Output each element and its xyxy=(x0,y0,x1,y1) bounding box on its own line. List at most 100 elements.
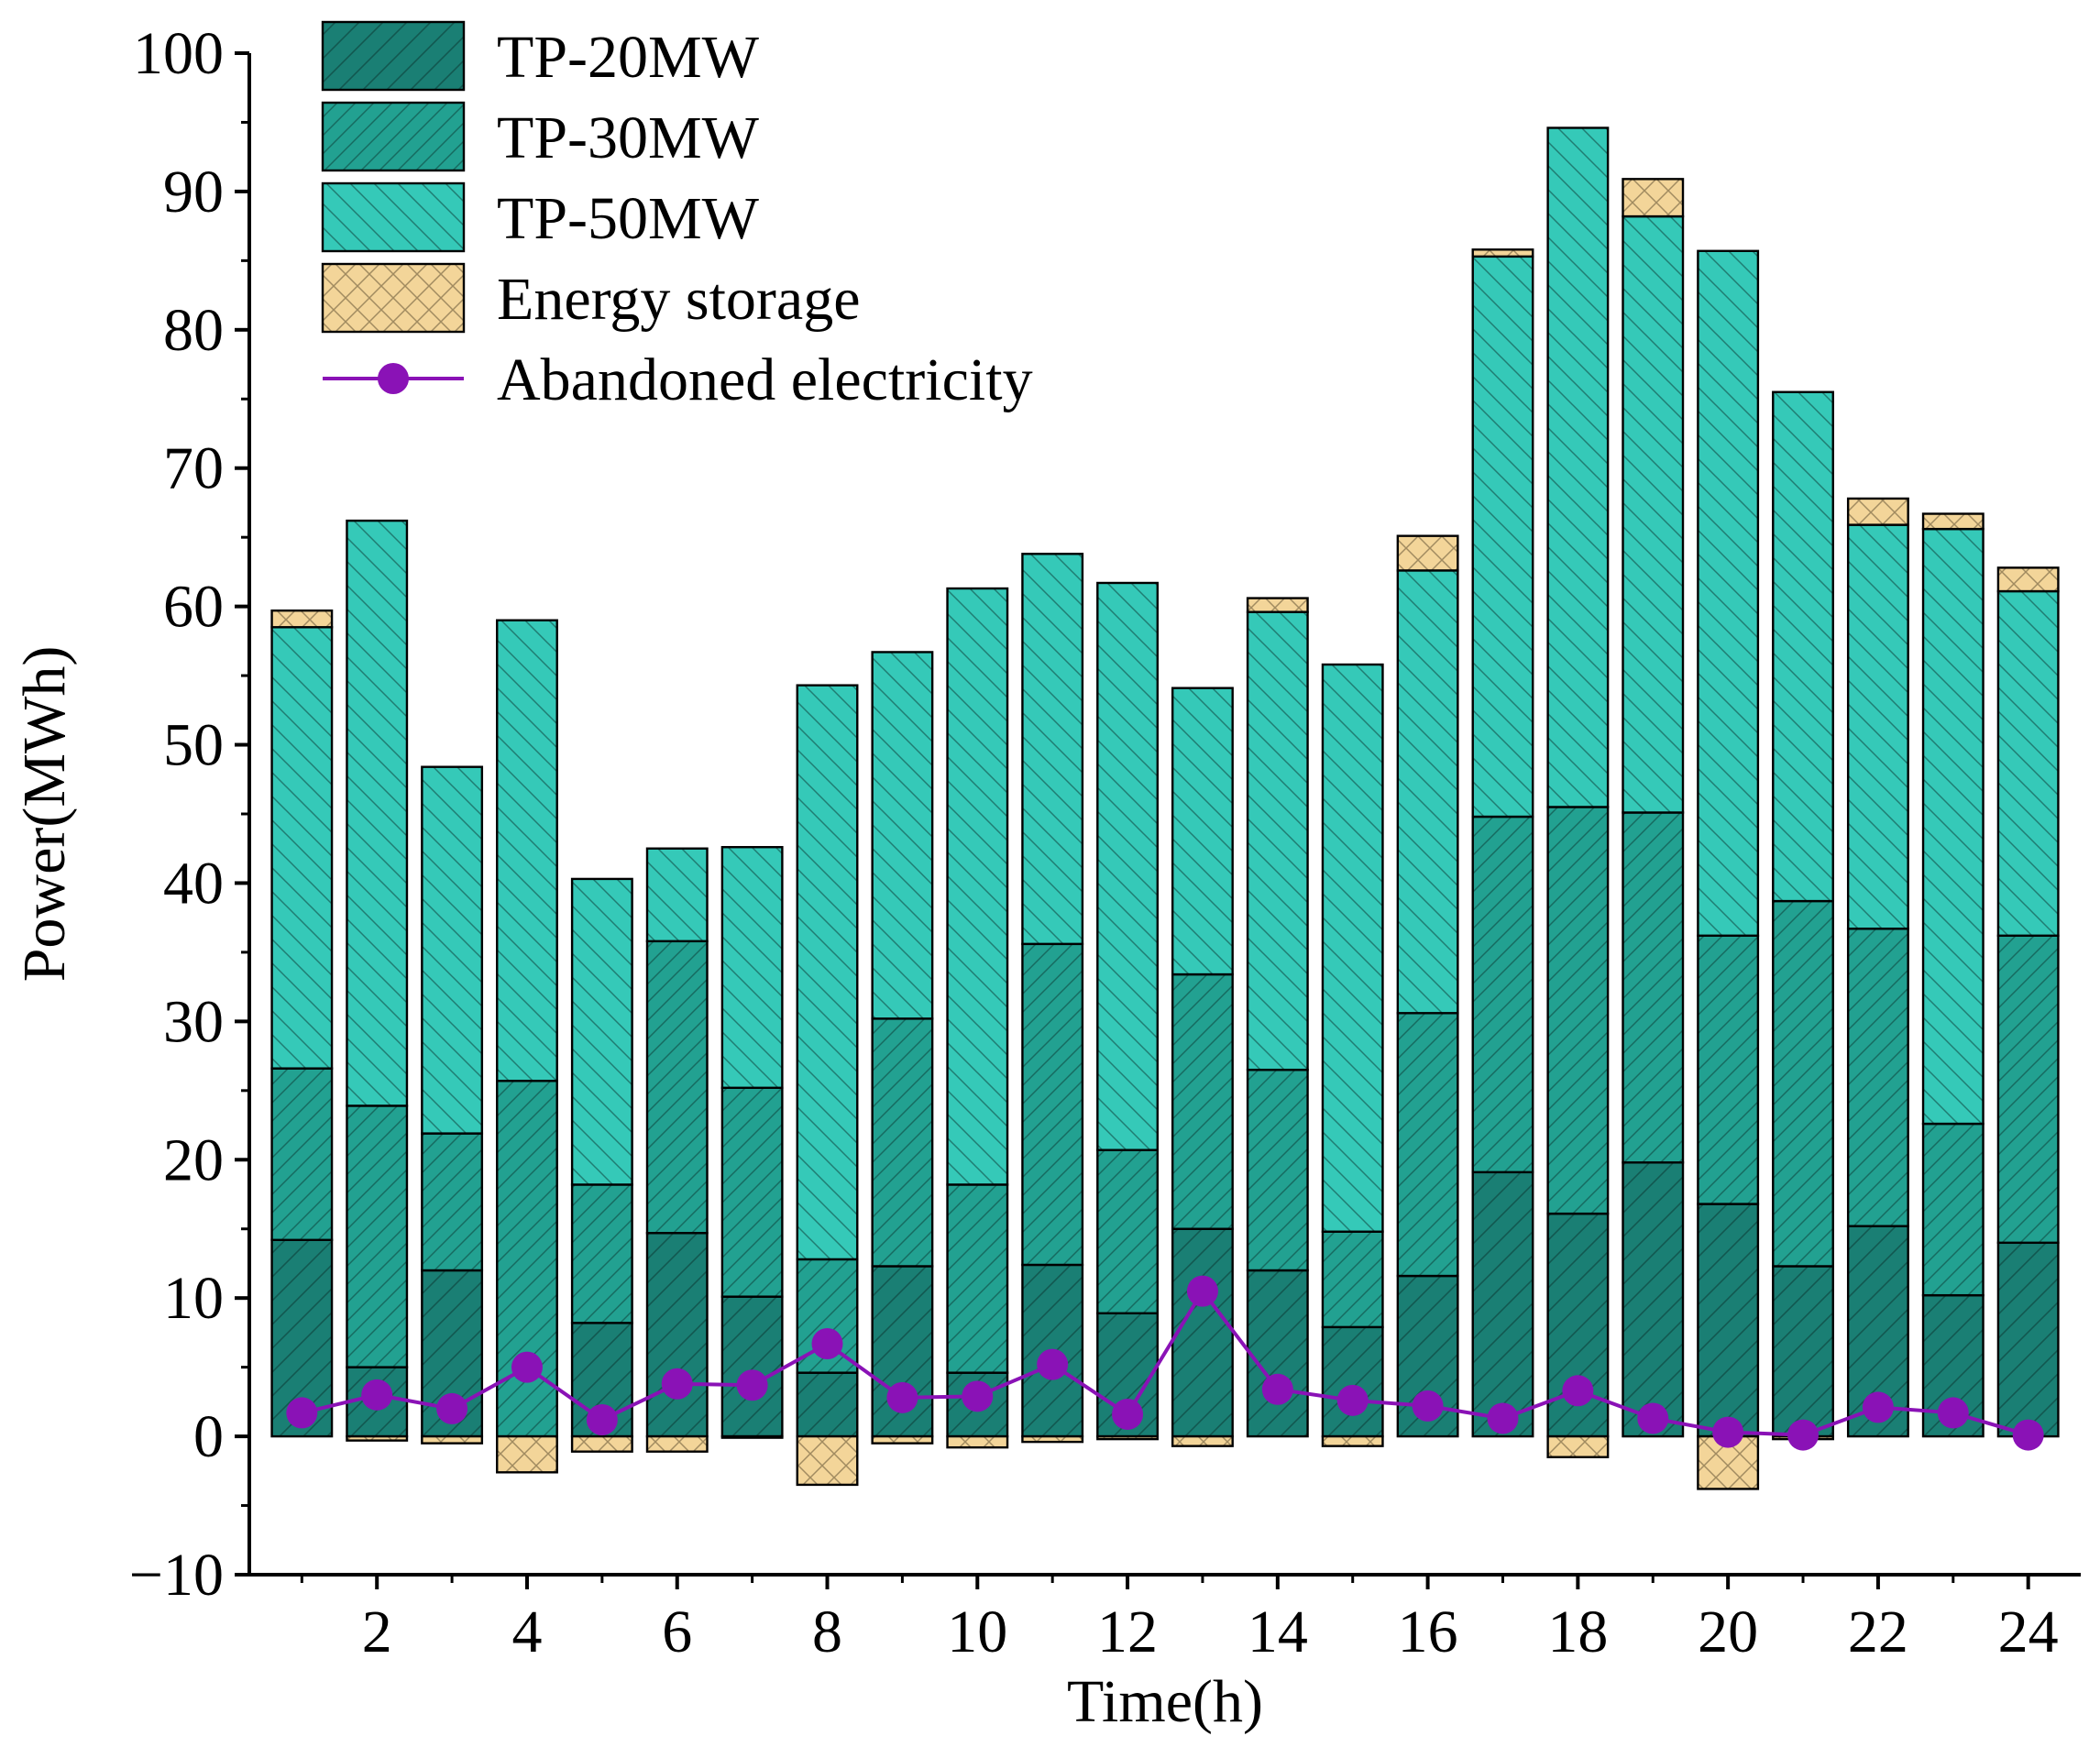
bar-tp-30mw-t7 xyxy=(720,1086,784,1298)
bar-tp-50mw-t12 xyxy=(1096,581,1160,1151)
bar-tp-50mw-t21 xyxy=(1772,390,1834,903)
bar-energy-storage-t2 xyxy=(346,1434,409,1442)
bar-tp-30mw-t3 xyxy=(421,1132,484,1272)
bar-tp-30mw-t11 xyxy=(1021,942,1084,1267)
bar-energy-storage-t15 xyxy=(1321,1434,1384,1447)
bar-tp-50mw-t8 xyxy=(796,684,859,1261)
bar-tp-20mw-t21 xyxy=(1772,1265,1834,1438)
bar-tp-50mw-t13 xyxy=(1171,687,1234,976)
x-tick-label: 8 xyxy=(812,1599,842,1665)
y-tick-label: 40 xyxy=(163,850,224,917)
point-abandoned-electricity-t21 xyxy=(1787,1419,1820,1451)
bar-energy-storage-t9 xyxy=(871,1434,934,1445)
point-abandoned-electricity-t3 xyxy=(436,1392,468,1424)
bar-tp-20mw-t13 xyxy=(1171,1227,1234,1438)
bar-tp-30mw-t19 xyxy=(1622,811,1685,1164)
bar-energy-storage-t5 xyxy=(570,1434,633,1453)
bar-tp-20mw-t1 xyxy=(270,1238,334,1438)
legend-item-tp-20mw: TP-20MW xyxy=(321,20,760,92)
y-tick-label: 100 xyxy=(133,20,224,87)
bar-tp-50mw-t14 xyxy=(1246,610,1309,1071)
bar-tp-50mw-t3 xyxy=(421,765,484,1135)
bar-tp-50mw-t23 xyxy=(1921,527,1985,1126)
bar-tp-30mw-t6 xyxy=(645,939,709,1235)
x-tick-label: 14 xyxy=(1248,1599,1308,1665)
x-tick-label: 6 xyxy=(662,1599,692,1665)
bar-tp-50mw-t5 xyxy=(570,877,633,1186)
bar-tp-50mw-t9 xyxy=(871,651,934,1020)
y-tick-label: 90 xyxy=(163,159,224,225)
bar-tp-20mw-t2 xyxy=(346,1366,409,1438)
point-abandoned-electricity-t12 xyxy=(1112,1398,1144,1430)
point-abandoned-electricity-t4 xyxy=(511,1351,543,1383)
bar-tp-50mw-t15 xyxy=(1321,663,1384,1233)
bar-tp-20mw-t20 xyxy=(1697,1203,1760,1438)
bar-tp-20mw-t15 xyxy=(1321,1325,1384,1438)
bar-energy-storage-t3 xyxy=(421,1434,484,1445)
bar-energy-storage-t16 xyxy=(1396,534,1459,572)
y-tick-label: 30 xyxy=(163,988,224,1055)
bar-tp-50mw-t7 xyxy=(720,846,784,1090)
bar-tp-20mw-t14 xyxy=(1246,1269,1309,1438)
bar-energy-storage-t6 xyxy=(645,1434,709,1453)
bar-tp-20mw-t19 xyxy=(1622,1161,1685,1438)
bar-tp-50mw-t11 xyxy=(1021,553,1084,946)
y-tick-label: 20 xyxy=(163,1126,224,1193)
legend: TP-20MW TP-30MW TP-50MW Energy storage Aband… xyxy=(321,20,1033,413)
bar-energy-storage-t14 xyxy=(1246,597,1309,613)
bar-tp-30mw-t15 xyxy=(1321,1230,1384,1329)
point-abandoned-electricity-t23 xyxy=(1937,1397,1969,1429)
y-tick-label: −10 xyxy=(129,1542,224,1609)
y-axis-title: Power(MWh) xyxy=(11,646,78,983)
point-abandoned-electricity-t1 xyxy=(286,1397,318,1429)
x-axis-title: Time(h) xyxy=(1067,1668,1263,1735)
bar-tp-30mw-t12 xyxy=(1096,1148,1160,1314)
point-abandoned-electricity-t17 xyxy=(1487,1402,1519,1434)
point-abandoned-electricity-t24 xyxy=(2012,1419,2044,1451)
bar-tp-20mw-t8 xyxy=(796,1371,859,1438)
x-tick-label: 2 xyxy=(362,1599,392,1665)
y-tick-label: 0 xyxy=(193,1403,224,1470)
legend-label: TP-50MW xyxy=(497,185,760,252)
y-tick-label: 70 xyxy=(163,435,224,502)
bar-energy-storage-t7 xyxy=(720,1434,784,1439)
legend-item-abandoned-electricity: Abandoned electricity xyxy=(323,346,1033,413)
bar-energy-storage-t18 xyxy=(1546,1434,1610,1458)
bar-tp-50mw-t18 xyxy=(1546,126,1610,808)
bar-tp-50mw-t20 xyxy=(1697,249,1760,937)
x-tick-label: 12 xyxy=(1097,1599,1158,1665)
y-tick-label: 10 xyxy=(163,1265,224,1332)
bar-energy-storage-t17 xyxy=(1471,248,1534,258)
bar-tp-30mw-t20 xyxy=(1697,934,1760,1205)
bar-energy-storage-t23 xyxy=(1921,512,1985,531)
point-abandoned-electricity-t15 xyxy=(1336,1384,1369,1416)
bar-tp-50mw-t24 xyxy=(1996,589,2060,938)
bar-tp-50mw-t6 xyxy=(645,847,709,943)
legend-item-energy-storage: Energy storage xyxy=(321,262,860,334)
bar-tp-30mw-t21 xyxy=(1772,899,1834,1268)
legend-label: TP-20MW xyxy=(497,24,760,91)
bar-energy-storage-t8 xyxy=(796,1434,859,1487)
bar-tp-30mw-t14 xyxy=(1246,1068,1309,1272)
bar-tp-50mw-t2 xyxy=(346,519,409,1107)
x-tick-label: 10 xyxy=(947,1599,1007,1665)
point-abandoned-electricity-t5 xyxy=(586,1403,618,1435)
x-tick-label: 24 xyxy=(1998,1599,2059,1665)
bar-tp-20mw-t7 xyxy=(720,1295,784,1438)
bar-tp-50mw-t22 xyxy=(1846,523,1909,930)
bar-energy-storage-t1 xyxy=(270,609,334,629)
bar-tp-30mw-t18 xyxy=(1546,806,1610,1215)
legend-label: Energy storage xyxy=(497,266,860,333)
bar-energy-storage-t4 xyxy=(496,1434,558,1474)
x-tick-label: 18 xyxy=(1547,1599,1608,1665)
point-abandoned-electricity-t18 xyxy=(1562,1375,1594,1407)
bar-tp-20mw-t6 xyxy=(645,1232,709,1438)
y-tick-label: 50 xyxy=(163,712,224,779)
bar-energy-storage-t11 xyxy=(1021,1434,1084,1444)
legend-label: Abandoned electricity xyxy=(497,346,1033,413)
bar-tp-30mw-t23 xyxy=(1921,1122,1985,1297)
y-tick-label: 80 xyxy=(163,297,224,364)
bar-tp-50mw-t10 xyxy=(946,587,1009,1186)
